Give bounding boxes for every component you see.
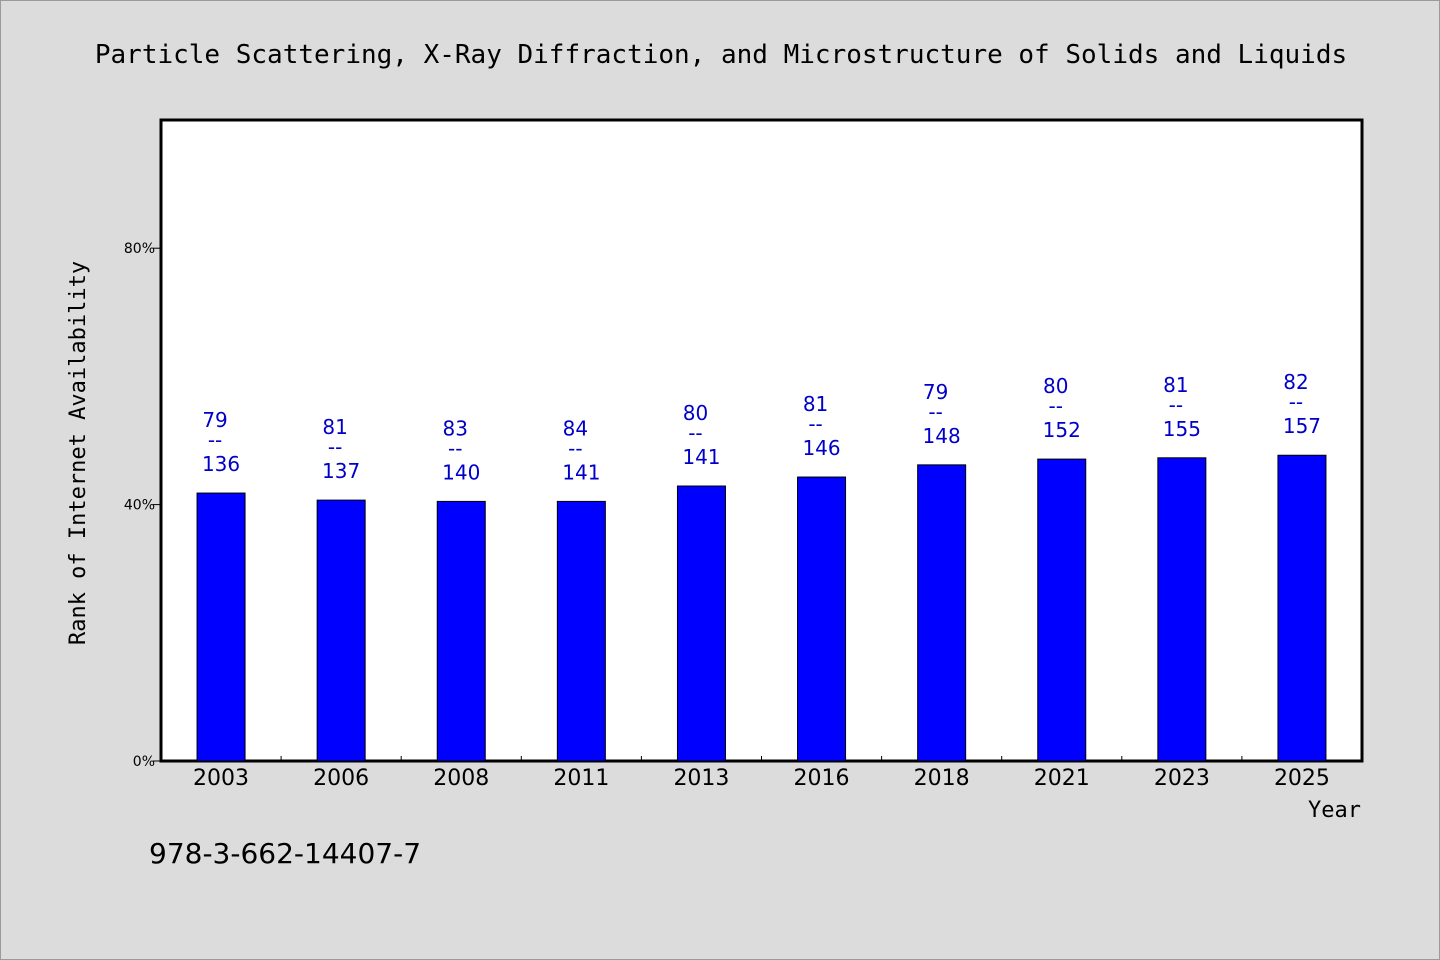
bar-2006 [316, 499, 366, 762]
data-label-top-2011: 84 [563, 416, 588, 440]
footnote-isbn: 978-3-662-14407-7 [149, 837, 421, 870]
x-axis-label: Year [1308, 798, 1361, 823]
bar-2018 [917, 464, 967, 762]
data-label-top-2008: 83 [443, 416, 468, 440]
data-label-top-2003: 79 [202, 408, 227, 432]
data-label-bottom-2023: 155 [1163, 417, 1201, 441]
data-label-bottom-2011: 141 [562, 460, 600, 484]
bar-2025 [1277, 454, 1327, 762]
bar-2016 [797, 476, 847, 762]
data-label-top-2023: 81 [1163, 373, 1188, 397]
x-tick-label-2016: 2016 [794, 766, 850, 791]
bar-2013 [676, 485, 726, 762]
bar-2021 [1037, 458, 1087, 762]
x-tick-label-2011: 2011 [553, 766, 609, 791]
x-tick-label-2008: 2008 [433, 766, 489, 791]
x-tick-label-2006: 2006 [313, 766, 369, 791]
data-label-top-2018: 79 [923, 380, 948, 404]
x-tick-label-2018: 2018 [914, 766, 970, 791]
x-tick-label-2023: 2023 [1154, 766, 1210, 791]
y-axis-ticks: 0% 40% 80% [124, 241, 161, 770]
data-label-separator-2003: -- [208, 428, 222, 452]
bar-2008 [436, 500, 486, 762]
x-axis-ticks: 2003 2006 2008 2011 2013 2016 2018 2021 2023 2025 [193, 756, 1330, 791]
data-label-bottom-2016: 146 [802, 436, 840, 460]
data-label-separator-2013: -- [688, 421, 702, 445]
chart-title: Particle Scattering, X-Ray Diffraction, … [95, 40, 1347, 70]
data-label-top-2025: 82 [1283, 370, 1308, 394]
bar-2023 [1157, 457, 1207, 762]
y-tick-label-80: 80% [124, 241, 155, 257]
data-label-separator-2006: -- [328, 435, 342, 459]
data-label-bottom-2006: 137 [322, 459, 360, 483]
x-tick-label-2025: 2025 [1274, 766, 1330, 791]
data-label-separator-2011: -- [568, 436, 582, 460]
data-label-bottom-2003: 136 [202, 452, 240, 476]
data-label-bottom-2013: 141 [682, 445, 720, 469]
bar-2011 [556, 500, 606, 762]
data-label-separator-2016: -- [808, 412, 822, 436]
data-label-bottom-2018: 148 [923, 424, 961, 448]
data-label-top-2013: 80 [683, 401, 708, 425]
data-label-top-2006: 81 [322, 415, 347, 439]
x-tick-label-2021: 2021 [1034, 766, 1090, 791]
data-label-bottom-2025: 157 [1283, 414, 1321, 438]
data-label-separator-2008: -- [448, 436, 462, 460]
data-label-bottom-2021: 152 [1043, 418, 1081, 442]
data-label-separator-2018: -- [928, 400, 942, 424]
y-axis-label: Rank of Internet Availability [66, 261, 91, 645]
y-tick-label-40: 40% [124, 498, 155, 514]
bar-2003 [196, 492, 246, 762]
x-tick-label-2013: 2013 [673, 766, 729, 791]
data-labels: 79--13681--13783--14084--14180--14181--1… [202, 370, 1321, 484]
data-label-top-2016: 81 [803, 392, 828, 416]
bars [196, 454, 1327, 762]
data-label-separator-2021: -- [1049, 394, 1063, 418]
data-label-separator-2025: -- [1289, 390, 1303, 414]
data-label-top-2021: 80 [1043, 374, 1068, 398]
x-tick-label-2003: 2003 [193, 766, 249, 791]
y-tick-label-0: 0% [133, 754, 155, 770]
data-label-separator-2023: -- [1169, 393, 1183, 417]
data-label-bottom-2008: 140 [442, 460, 480, 484]
